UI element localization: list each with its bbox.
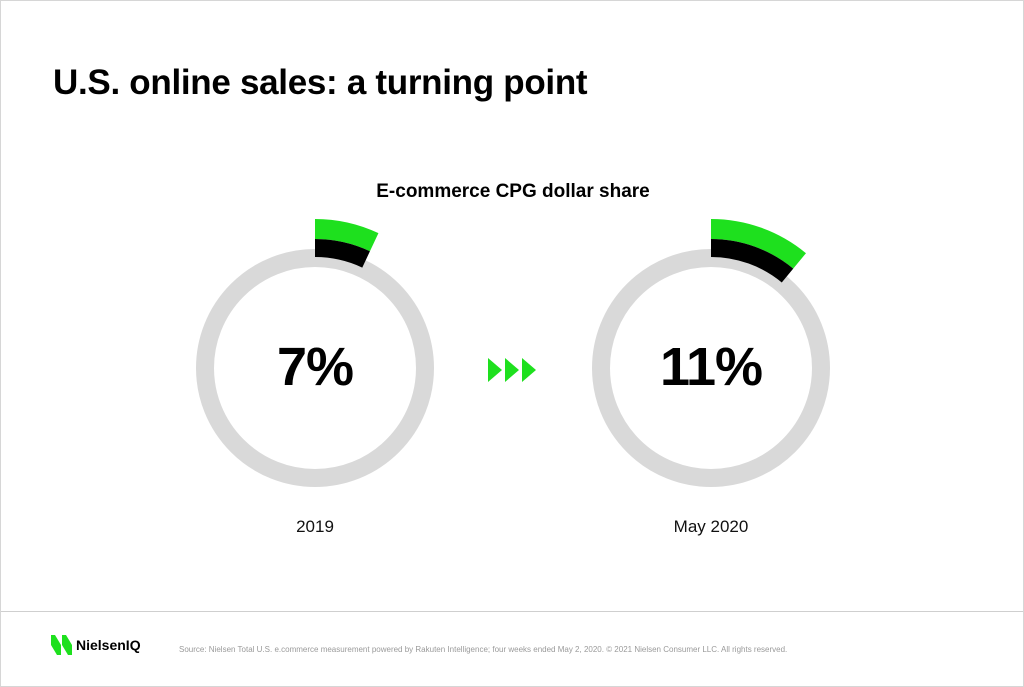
donut-chart bbox=[196, 219, 830, 487]
nielseniq-logo: NielsenIQ bbox=[51, 633, 141, 657]
triple-chevron-right-icon bbox=[488, 358, 536, 382]
chart-title: E-commerce CPG dollar share bbox=[376, 181, 650, 202]
gauge-value-may-2020: 11% bbox=[659, 337, 763, 397]
gauge-arc-2019 bbox=[315, 239, 370, 268]
gauge-arc-accent-2019 bbox=[315, 219, 379, 252]
nielseniq-mark-icon bbox=[51, 635, 72, 655]
gauge-arc-may-2020 bbox=[711, 239, 794, 283]
logo-text: NielsenIQ bbox=[76, 637, 141, 653]
footer-divider bbox=[1, 611, 1023, 612]
gauge-label-2019: 2019 bbox=[296, 517, 334, 536]
gauge-track-2019 bbox=[196, 249, 434, 487]
gauge-track-may-2020 bbox=[592, 249, 830, 487]
gauge-value-2019: 7% bbox=[276, 337, 354, 397]
page-title: U.S. online sales: a turning point bbox=[53, 63, 588, 102]
gauge-arc-accent-may-2020 bbox=[711, 219, 806, 269]
gauge-label-may-2020: May 2020 bbox=[673, 517, 749, 536]
source-note: Source: Nielsen Total U.S. e.commerce me… bbox=[179, 645, 788, 654]
